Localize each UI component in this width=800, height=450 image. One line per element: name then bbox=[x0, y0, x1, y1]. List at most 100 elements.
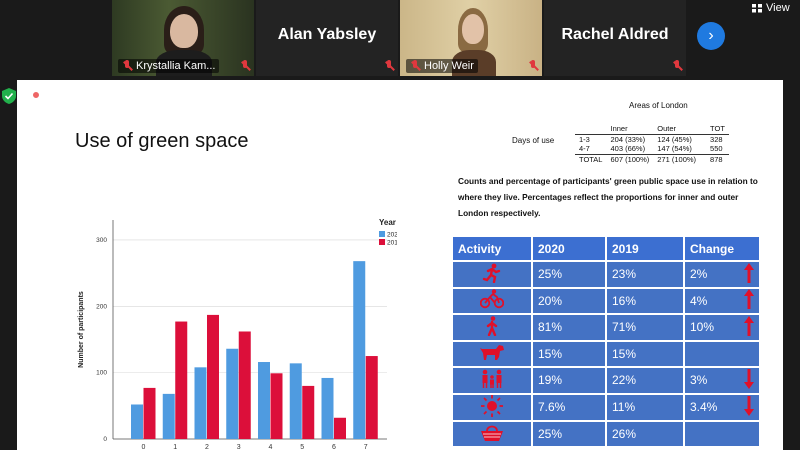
change-value: 4% bbox=[690, 293, 708, 308]
legend-swatch bbox=[379, 231, 385, 237]
running-icon bbox=[453, 262, 531, 287]
x-tick-label: 3 bbox=[237, 444, 241, 450]
change-cell: 3.4% bbox=[685, 394, 759, 420]
activity-row: 15% 15% bbox=[453, 341, 759, 366]
legend-swatch bbox=[379, 239, 385, 245]
bar-2019-1 bbox=[175, 321, 188, 439]
x-tick-label: 6 bbox=[332, 444, 336, 450]
view-label: View bbox=[766, 2, 790, 14]
participant-tile-alan[interactable]: Alan Yabsley bbox=[256, 0, 398, 76]
dog-icon bbox=[453, 341, 531, 366]
activity-row: 25% 26% bbox=[453, 421, 759, 446]
mic-muted-icon bbox=[384, 60, 394, 72]
participant-name: Alan Yabsley bbox=[277, 26, 377, 43]
grid-icon bbox=[752, 3, 762, 12]
arrow-up-icon bbox=[744, 315, 754, 339]
areas-cell: TOTAL bbox=[575, 153, 607, 164]
bar-2020-6 bbox=[321, 377, 334, 439]
value-2019: 23% bbox=[607, 262, 683, 287]
change-cell: 3% bbox=[685, 368, 759, 393]
areas-cell: 4-7 bbox=[579, 144, 590, 154]
arrow-up-icon bbox=[744, 289, 754, 312]
value-2019: 15% bbox=[607, 341, 683, 366]
bar-2019-0 bbox=[143, 387, 156, 439]
x-tick-label: 2 bbox=[205, 444, 209, 450]
value-2019: 71% bbox=[607, 315, 683, 340]
value-2020: 81% bbox=[533, 315, 605, 340]
areas-table: Inner Outer TOT 1-3 204 (33%) 124 (45%) … bbox=[575, 124, 729, 164]
activity-row: 20% 16% 4% bbox=[453, 288, 759, 313]
mic-muted-icon bbox=[240, 60, 250, 72]
areas-cell: 124 (45%) bbox=[657, 134, 692, 144]
participant-tile-krystallia[interactable]: Krystallia Kam... bbox=[112, 0, 254, 76]
x-tick-label: 1 bbox=[173, 444, 177, 450]
activity-header: 2019 bbox=[607, 237, 683, 260]
activity-header: 2020 bbox=[533, 237, 605, 260]
value-2019: 26% bbox=[607, 421, 683, 446]
x-tick-label: 5 bbox=[300, 444, 304, 450]
value-2020: 15% bbox=[533, 341, 605, 366]
bar-2020-1 bbox=[162, 393, 175, 439]
change-cell bbox=[685, 421, 759, 446]
activity-row: 19% 22% 3% bbox=[453, 368, 759, 393]
y-tick-label: 100 bbox=[96, 370, 107, 377]
arrow-down-icon bbox=[744, 368, 754, 392]
value-2020: 19% bbox=[533, 368, 605, 393]
slide-title: Use of green space bbox=[75, 130, 249, 152]
bar-2019-7 bbox=[365, 356, 378, 439]
table-row: TOTAL 607 (100%) 271 (100%) 878 bbox=[575, 153, 729, 164]
table-row: 4-7 403 (66%) 147 (54%) 550 bbox=[575, 144, 729, 154]
areas-cell: 328 bbox=[710, 134, 723, 144]
recording-icon bbox=[31, 90, 41, 100]
change-value: 3% bbox=[690, 373, 708, 388]
bar-chart: 0 100 200 300 Number of participants 0 1 2 3 4 5 6 7… bbox=[78, 218, 397, 450]
participant-name: Krystallia Kam... bbox=[118, 59, 220, 73]
participant-tile-rachel[interactable]: Rachel Aldred bbox=[544, 0, 686, 76]
walking-icon bbox=[453, 315, 531, 340]
change-value: 3.4% bbox=[690, 400, 718, 414]
legend-label: 2020 bbox=[387, 232, 397, 239]
activity-header: Change bbox=[685, 237, 759, 260]
x-tick-label: 0 bbox=[142, 444, 146, 450]
activity-table: Activity 2020 2019 Change 25% 23% 2% 20% 16%… bbox=[451, 235, 761, 448]
view-button[interactable]: View bbox=[752, 0, 790, 16]
bar-2019-6 bbox=[334, 417, 346, 439]
activity-row: 25% 23% 2% bbox=[453, 262, 759, 287]
areas-header: Outer bbox=[653, 124, 701, 135]
areas-header bbox=[575, 124, 607, 135]
y-tick-label: 0 bbox=[103, 436, 107, 443]
bar-2019-2 bbox=[207, 314, 219, 439]
legend-title: Year bbox=[379, 218, 396, 227]
areas-cell: 271 (100%) bbox=[653, 153, 701, 164]
areas-cell: 607 (100%) bbox=[606, 153, 654, 164]
change-cell: 2% bbox=[685, 262, 759, 287]
bar-2020-5 bbox=[289, 363, 302, 439]
bar-2020-0 bbox=[131, 404, 143, 439]
legend-label: 2019 bbox=[387, 240, 397, 247]
arrow-down-icon bbox=[744, 395, 754, 419]
areas-table-title: Areas of London bbox=[629, 101, 688, 110]
value-2020: 25% bbox=[533, 262, 605, 287]
activity-header: Activity bbox=[453, 237, 531, 260]
change-value: 10% bbox=[690, 320, 715, 335]
sun-icon bbox=[453, 394, 531, 420]
mic-muted-icon bbox=[672, 60, 682, 72]
value-2020: 25% bbox=[533, 421, 605, 446]
security-shield-icon[interactable] bbox=[2, 88, 16, 104]
mic-muted-icon bbox=[410, 60, 420, 72]
next-page-button[interactable]: › bbox=[697, 22, 725, 50]
change-value: 2% bbox=[690, 267, 708, 282]
participant-tile-holly[interactable]: Holly Weir bbox=[400, 0, 542, 76]
bar-2020-3 bbox=[226, 348, 239, 439]
activity-row: 81% 71% 10% bbox=[453, 315, 759, 340]
change-cell bbox=[685, 341, 759, 366]
y-axis-label: Number of participants bbox=[78, 291, 85, 368]
change-cell: 10% bbox=[685, 315, 759, 340]
value-2019: 22% bbox=[607, 368, 683, 393]
x-tick-label: 4 bbox=[269, 444, 273, 450]
areas-cell: 1-3 bbox=[579, 134, 590, 144]
bar-2020-4 bbox=[258, 362, 270, 439]
areas-header: Inner bbox=[606, 124, 654, 135]
value-2019: 11% bbox=[607, 394, 683, 420]
